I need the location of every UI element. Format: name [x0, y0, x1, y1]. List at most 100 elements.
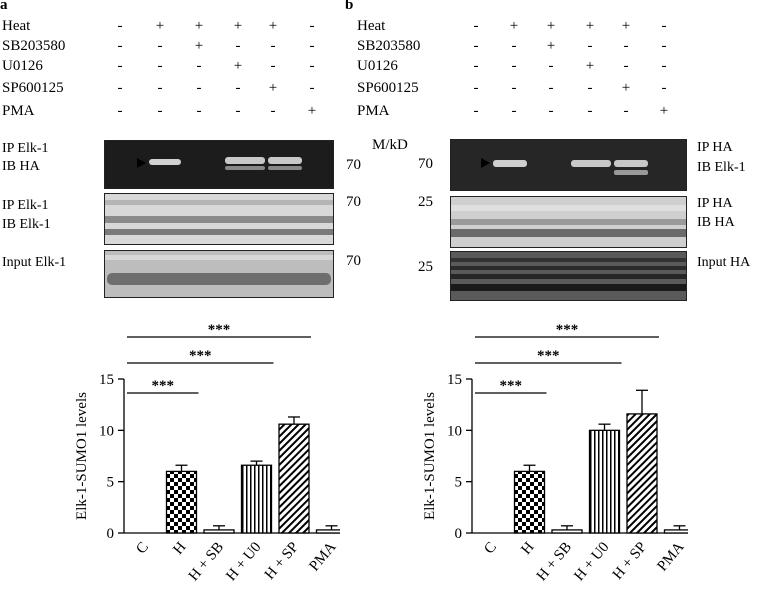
minus-sign: - [661, 80, 667, 96]
minus-sign: - [117, 18, 123, 34]
blot-label: IP Elk-1 [2, 141, 49, 156]
minus-sign: - [511, 38, 517, 54]
blot-input-ha [450, 251, 687, 301]
plus-sign: + [307, 103, 317, 119]
plus-sign: + [585, 18, 595, 34]
minus-sign: - [473, 58, 479, 74]
minus-sign: - [587, 80, 593, 96]
bar-chart-a: 0 5 10 15 Elk-1-SUMO1 levels C HH + SBH + U0H … [74, 322, 340, 584]
minus-sign: - [623, 103, 629, 119]
minus-sign: - [157, 103, 163, 119]
minus-sign: - [511, 80, 517, 96]
minus-sign: - [157, 80, 163, 96]
bar [240, 464, 273, 534]
mw-label: M/kD [372, 137, 408, 153]
bar [278, 423, 310, 534]
mw-marker: 70 [346, 157, 361, 173]
mw-marker: 70 [418, 156, 433, 172]
blot-image [451, 258, 686, 291]
y-tick-label: 15 [447, 372, 462, 388]
bar [315, 529, 340, 534]
blot-image [105, 255, 333, 285]
blot-label: IP Elk-1 [2, 198, 49, 213]
blot-image [451, 205, 686, 237]
minus-sign: - [548, 80, 554, 96]
significance-label: *** [189, 348, 212, 364]
minus-sign: - [309, 18, 315, 34]
blot-label: IB Elk-1 [697, 160, 746, 175]
blot-ip-ib-ha [104, 140, 334, 189]
minus-sign: - [511, 103, 517, 119]
bar [626, 413, 658, 534]
y-tick-label: 0 [107, 526, 115, 542]
y-tick-label: 15 [99, 372, 114, 388]
minus-sign: - [473, 80, 479, 96]
y-axis-label: Elk-1-SUMO1 levels [422, 392, 438, 520]
x-tick-label: H + U0 [223, 539, 264, 584]
minus-sign: - [196, 58, 202, 74]
minus-sign: - [309, 38, 315, 54]
minus-sign: - [511, 58, 517, 74]
minus-sign: - [235, 80, 241, 96]
significance-label: *** [556, 322, 579, 338]
x-tick-label: C [133, 539, 152, 557]
plus-sign: + [621, 80, 631, 96]
plus-sign: + [659, 103, 669, 119]
condition-name: Heat [2, 18, 31, 34]
blot-ip-ha-ib-elk1 [450, 139, 687, 191]
minus-sign: - [661, 18, 667, 34]
bar [513, 470, 546, 534]
x-tick-label: PMA [306, 539, 339, 574]
blot-ip-ib-elk1 [104, 193, 334, 245]
plus-sign: + [233, 18, 243, 34]
x-tick-label: H + SB [534, 539, 575, 584]
plus-sign: + [509, 18, 519, 34]
minus-sign: - [235, 38, 241, 54]
plus-sign: + [546, 38, 556, 54]
y-tick-label: 10 [99, 423, 114, 439]
panel-label: a [0, 0, 8, 13]
blot-label: IP HA [697, 196, 733, 211]
minus-sign: - [157, 38, 163, 54]
condition-name: SB203580 [357, 38, 421, 54]
blot-input-elk1 [104, 250, 334, 298]
blot-ip-ha-ib-ha [450, 196, 687, 248]
y-axis-label: Elk-1-SUMO1 levels [74, 392, 90, 520]
minus-sign: - [587, 38, 593, 54]
minus-sign: - [473, 38, 479, 54]
minus-sign: - [157, 58, 163, 74]
bar [663, 529, 688, 534]
condition-name: U0126 [357, 58, 398, 74]
minus-sign: - [661, 58, 667, 74]
bar [165, 470, 198, 534]
plus-sign: + [194, 18, 204, 34]
x-tick-label: H + U0 [571, 539, 612, 584]
mw-marker: 25 [418, 194, 433, 210]
significance-label: *** [537, 348, 560, 364]
minus-sign: - [623, 58, 629, 74]
minus-sign: - [548, 58, 554, 74]
bar [551, 529, 583, 534]
x-tick-label: H [170, 539, 189, 558]
minus-sign: - [661, 38, 667, 54]
blot-image [137, 157, 302, 170]
minus-sign: - [309, 80, 315, 96]
minus-sign: - [117, 58, 123, 74]
y-tick-label: 5 [455, 475, 463, 491]
x-tick-label: C [481, 539, 500, 557]
minus-sign: - [270, 58, 276, 74]
minus-sign: - [548, 103, 554, 119]
condition-name: SP600125 [2, 80, 64, 96]
plus-sign: + [585, 58, 595, 74]
x-tick-label: PMA [654, 539, 687, 574]
x-tick-label: H + SB [186, 539, 227, 584]
condition-name: SB203580 [2, 38, 66, 54]
x-tick-label: H [518, 539, 537, 558]
mw-marker: 25 [418, 259, 433, 275]
bar [203, 529, 235, 534]
blot-image [105, 200, 333, 235]
minus-sign: - [117, 38, 123, 54]
minus-sign: - [117, 80, 123, 96]
y-tick-label: 10 [447, 423, 462, 439]
panel-label: b [345, 0, 354, 13]
